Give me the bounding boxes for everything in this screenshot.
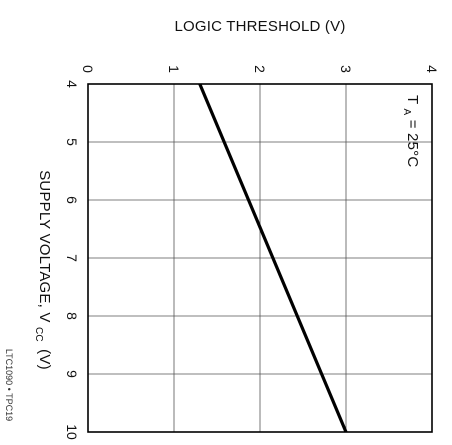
x-tick-label: 9 bbox=[64, 370, 80, 378]
y-tick-label: 3 bbox=[338, 65, 354, 73]
y-tick-label: 0 bbox=[80, 65, 96, 73]
tick-labels: 4 5 6 7 8 9 10 0 1 2 3 4 bbox=[64, 65, 440, 440]
x-axis-title: SUPPLY VOLTAGE, V CC (V) bbox=[32, 170, 53, 370]
annotation-subscript: A bbox=[401, 108, 412, 115]
chart-title: LOGIC THRESHOLD (V) bbox=[174, 18, 345, 35]
y-tick-label: 4 bbox=[424, 65, 440, 73]
x-tick-label: 10 bbox=[64, 424, 80, 440]
y-tick-label: 1 bbox=[166, 65, 182, 73]
annotation-rest: = 25°C bbox=[404, 120, 421, 168]
x-tick-label: 7 bbox=[64, 254, 80, 262]
series-line-0 bbox=[198, 83, 348, 433]
annotation-main: T bbox=[404, 95, 421, 104]
y-tick-label: 2 bbox=[252, 65, 268, 73]
plot-frame bbox=[87, 83, 433, 433]
x-tick-label: 8 bbox=[64, 312, 80, 320]
x-tick-label: 6 bbox=[64, 196, 80, 204]
x-tick-label: 5 bbox=[64, 138, 80, 146]
x-axis-title-unit: (V) bbox=[36, 349, 53, 370]
x-tick-label: 4 bbox=[64, 80, 80, 88]
x-axis-title-subscript: CC bbox=[33, 327, 44, 342]
figure-code: LTC1090 • TPC19 bbox=[4, 349, 14, 421]
grid bbox=[88, 84, 432, 432]
temperature-annotation: T A = 25°C bbox=[400, 95, 421, 167]
series bbox=[198, 83, 348, 433]
x-axis-title-main: SUPPLY VOLTAGE, V bbox=[36, 170, 53, 322]
